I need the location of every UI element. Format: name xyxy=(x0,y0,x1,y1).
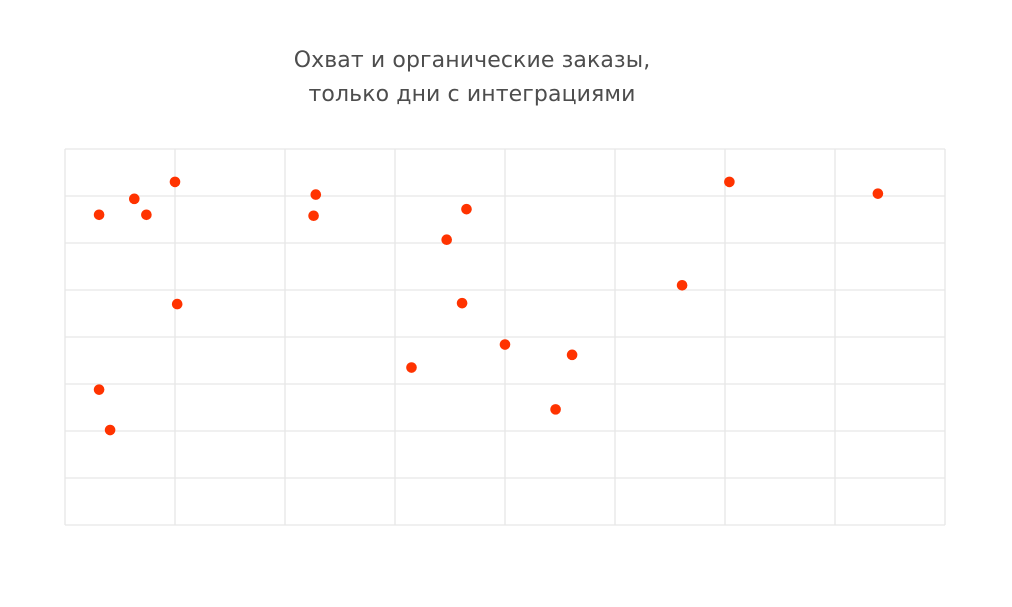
data-point xyxy=(441,234,453,246)
data-point xyxy=(872,188,884,199)
data-point xyxy=(171,298,183,310)
data-point xyxy=(676,280,688,291)
data-point xyxy=(499,339,511,350)
chart-title-line-1: Охват и органические заказы, xyxy=(293,48,651,73)
data-point xyxy=(456,297,468,309)
chart-title: Охват и органические заказы, только дни … xyxy=(0,44,944,112)
data-point xyxy=(93,209,105,221)
chart-title-line-2: только дни с интеграциями xyxy=(308,82,636,107)
data-point xyxy=(461,203,472,215)
data-point xyxy=(308,210,319,222)
data-point xyxy=(406,362,417,373)
data-point xyxy=(566,349,578,361)
data-point xyxy=(169,176,181,188)
data-point xyxy=(550,404,561,415)
data-point xyxy=(141,209,152,221)
chart-grid xyxy=(64,148,946,526)
data-point xyxy=(129,193,140,205)
data-point xyxy=(724,176,735,188)
chart-points xyxy=(93,176,884,436)
data-point xyxy=(104,424,116,436)
data-point xyxy=(310,189,322,200)
data-point xyxy=(93,384,105,395)
